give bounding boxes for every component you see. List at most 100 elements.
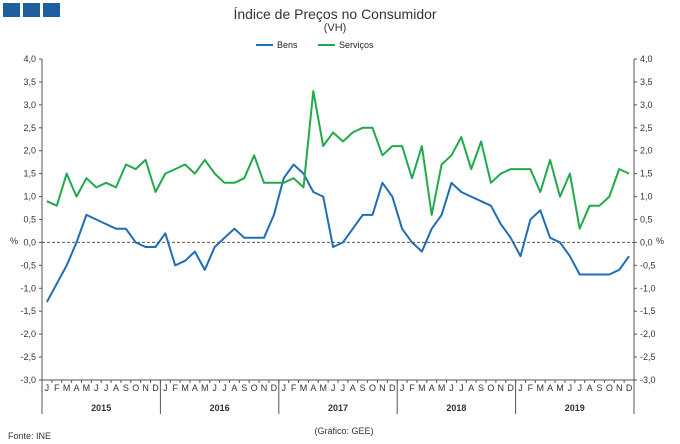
y-tick-label-right: 1,0 (640, 192, 653, 202)
x-tick-label-month: N (498, 383, 505, 393)
chart-credit: (Gráfico: GEE) (314, 426, 373, 436)
x-tick-label-month: S (123, 383, 129, 393)
x-tick-label-month: A (310, 383, 316, 393)
y-tick-label-right: 2,5 (640, 123, 653, 133)
logo (3, 3, 60, 17)
x-tick-label-month: M (181, 383, 189, 393)
legend-label-servicos: Serviços (339, 40, 374, 50)
y-tick-label-left: 1,0 (23, 192, 36, 202)
chart-subtitle: (VH) (324, 22, 347, 34)
x-tick-label-month: N (142, 383, 149, 393)
x-tick-label-month: N (261, 383, 268, 393)
x-tick-label-month: O (487, 383, 494, 393)
chart-title: Índice de Preços no Consumidor (233, 6, 436, 22)
plot-area: 4,0 4,0 3,5 3,5 3,0 3,0 2,5 2,5 2,0 2,0 1,5 1,5 1,0 1… (20, 54, 656, 414)
x-tick-label-month: F (172, 383, 178, 393)
logo-square (43, 3, 60, 17)
x-year-label: 2016 (210, 403, 230, 413)
x-tick-label-month: J (281, 383, 286, 393)
x-tick-label-month: A (113, 383, 119, 393)
x-tick-label-month: A (468, 383, 474, 393)
logo-square (3, 3, 20, 17)
x-tick-label-month: S (241, 383, 247, 393)
x-tick-label-month: M (319, 383, 327, 393)
y-tick-label-right: -0,5 (640, 260, 656, 270)
x-tick-label-month: M (63, 383, 71, 393)
y-tick-label-left: 4,0 (23, 54, 36, 64)
x-tick-label-month: S (478, 383, 484, 393)
x-tick-label-month: J (331, 383, 336, 393)
y-axis-label-left: % (10, 236, 18, 246)
y-tick-label-right: -3,0 (640, 375, 656, 385)
y-tick-label-right: 4,0 (640, 54, 653, 64)
y-tick-label-left: 0,5 (23, 215, 36, 225)
x-tick-label-month: M (556, 383, 564, 393)
y-tick-label-right: 1,5 (640, 169, 653, 179)
y-axis-label-right: % (656, 236, 664, 246)
legend-label-bens: Bens (277, 40, 298, 50)
x-tick-label-month: F (291, 383, 297, 393)
x-tick-label-month: J (518, 383, 523, 393)
y-tick-label-right: -2,5 (640, 352, 656, 362)
x-tick-label-month: F (528, 383, 534, 393)
x-year-label: 2018 (446, 403, 466, 413)
x-tick-label-month: D (389, 383, 396, 393)
y-tick-label-left: -0,5 (20, 260, 36, 270)
y-tick-label-left: 2,0 (23, 146, 36, 156)
series-line-servicos (46, 90, 630, 230)
x-tick-label-month: M (418, 383, 426, 393)
x-tick-label-month: M (83, 383, 91, 393)
x-tick-label-month: J (212, 383, 217, 393)
x-tick-label-month: J (45, 383, 50, 393)
x-tick-label-month: M (438, 383, 446, 393)
x-tick-label-month: F (54, 383, 60, 393)
x-tick-label-month: J (94, 383, 99, 393)
x-year-label: 2015 (91, 403, 111, 413)
x-tick-label-month: D (507, 383, 514, 393)
y-tick-label-left: 0,0 (23, 237, 36, 247)
y-tick-label-right: 2,0 (640, 146, 653, 156)
source-note: Fonte: INE (8, 431, 51, 441)
legend: Bens Serviços (256, 40, 374, 50)
y-tick-label-left: -3,0 (20, 375, 36, 385)
y-tick-label-left: -2,5 (20, 352, 36, 362)
y-tick-label-left: 2,5 (23, 123, 36, 133)
x-tick-label-month: A (74, 383, 80, 393)
x-tick-label-month: A (429, 383, 435, 393)
series-line-bens (46, 163, 630, 303)
y-tick-label-right: 3,0 (640, 100, 653, 110)
x-tick-label-month: S (360, 383, 366, 393)
y-tick-label-right: 0,0 (640, 237, 653, 247)
x-tick-label-month: A (350, 383, 356, 393)
x-tick-label-month: J (163, 383, 168, 393)
x-tick-label-month: J (459, 383, 464, 393)
x-tick-label-month: J (341, 383, 346, 393)
x-tick-label-month: O (132, 383, 139, 393)
y-tick-label-left: -1,0 (20, 283, 36, 293)
x-tick-label-month: J (449, 383, 454, 393)
y-tick-label-left: -2,0 (20, 329, 36, 339)
x-tick-label-month: N (379, 383, 386, 393)
x-tick-label-month: F (409, 383, 415, 393)
x-tick-label-month: O (369, 383, 376, 393)
y-tick-label-left: 3,0 (23, 100, 36, 110)
x-tick-label-month: D (271, 383, 278, 393)
y-tick-label-left: 3,5 (23, 77, 36, 87)
y-tick-label-right: -1,0 (640, 283, 656, 293)
x-tick-label-month: O (606, 383, 613, 393)
x-tick-label-month: A (547, 383, 553, 393)
x-year-label: 2019 (565, 403, 585, 413)
x-tick-label-month: A (231, 383, 237, 393)
y-tick-label-right: 0,5 (640, 215, 653, 225)
x-tick-label-month: J (400, 383, 405, 393)
y-tick-label-left: 1,5 (23, 169, 36, 179)
x-tick-label-month: J (568, 383, 573, 393)
x-tick-label-month: O (251, 383, 258, 393)
x-tick-label-month: M (201, 383, 209, 393)
x-year-label: 2017 (328, 403, 348, 413)
x-tick-label-month: D (626, 383, 633, 393)
y-tick-label-left: -1,5 (20, 306, 36, 316)
x-tick-label-month: N (616, 383, 623, 393)
x-tick-label-month: J (222, 383, 227, 393)
